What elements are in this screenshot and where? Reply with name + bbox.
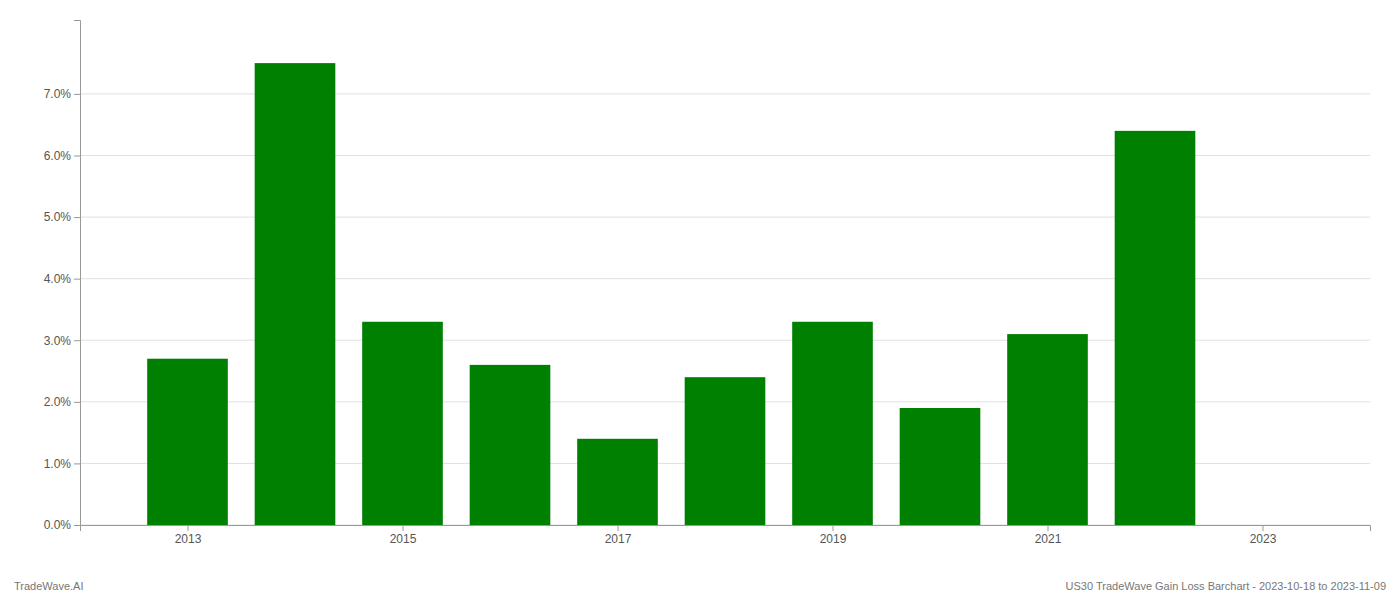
x-axis: 2013 2015 2017 2019 2021 2023 xyxy=(81,525,1371,546)
x-tick: 2021 xyxy=(1035,525,1062,546)
bar xyxy=(685,377,766,525)
y-tick: 3.0% xyxy=(44,334,80,348)
footer-text: TradeWave.AI xyxy=(14,580,84,592)
plot: 2013 2015 2017 2019 2021 2023 0.0% 1.0% 2.0% 3.0%… xyxy=(44,21,1371,546)
x-tick-mark xyxy=(833,525,834,531)
y-tick-mark xyxy=(74,525,80,526)
x-tick-label: 2015 xyxy=(390,532,417,546)
x-tick: 2015 xyxy=(390,525,417,546)
x-tick-label: 2021 xyxy=(1035,532,1062,546)
footer-text: US30 TradeWave Gain Loss Barchart - 2023… xyxy=(1066,580,1386,592)
y-tick-label: 2.0% xyxy=(44,395,72,409)
bar xyxy=(1007,334,1088,525)
x-tick-mark xyxy=(188,525,189,531)
y-tick-label: 0.0% xyxy=(44,518,72,532)
y-axis-line xyxy=(74,21,81,526)
y-tick: 0.0% xyxy=(44,518,80,532)
x-axis-line xyxy=(81,526,1371,532)
y-tick-label: 7.0% xyxy=(44,87,72,101)
bars xyxy=(147,63,1195,525)
x-tick: 2019 xyxy=(820,525,847,546)
x-tick-mark xyxy=(1263,525,1264,531)
x-tick-label: 2019 xyxy=(820,532,847,546)
y-tick-mark xyxy=(74,94,80,95)
x-tick: 2017 xyxy=(605,525,632,546)
x-tick-mark xyxy=(1048,525,1049,531)
x-tick: 2013 xyxy=(175,525,202,546)
x-tick-label: 2013 xyxy=(175,532,202,546)
y-axis: 0.0% 1.0% 2.0% 3.0% 4.0% 5.0% 6.0% 7.0% xyxy=(44,21,81,533)
bar xyxy=(147,359,228,525)
bar xyxy=(577,439,658,525)
bar xyxy=(470,365,551,525)
x-tick-mark xyxy=(403,525,404,531)
bar xyxy=(255,63,336,525)
y-tick-mark xyxy=(74,463,80,464)
y-tick: 2.0% xyxy=(44,395,80,409)
y-tick: 7.0% xyxy=(44,87,80,101)
x-tick-mark xyxy=(618,525,619,531)
y-tick-label: 1.0% xyxy=(44,457,72,471)
y-tick-label: 5.0% xyxy=(44,210,72,224)
y-tick-label: 3.0% xyxy=(44,334,72,348)
y-tick: 6.0% xyxy=(44,149,80,163)
y-tick-mark xyxy=(74,340,80,341)
bar xyxy=(362,322,443,525)
x-tick: 2023 xyxy=(1250,525,1277,546)
bar xyxy=(1115,131,1196,525)
x-tick-label: 2017 xyxy=(605,532,632,546)
chart: 2013 2015 2017 2019 2021 2023 0.0% 1.0% 2.0% 3.0%… xyxy=(0,0,1400,600)
y-tick-mark xyxy=(74,217,80,218)
y-tick-mark xyxy=(74,279,80,280)
y-tick: 4.0% xyxy=(44,272,80,286)
bar xyxy=(792,322,873,525)
y-tick: 5.0% xyxy=(44,210,80,224)
bar xyxy=(900,408,981,525)
x-tick-label: 2023 xyxy=(1250,532,1277,546)
y-tick: 1.0% xyxy=(44,457,80,471)
y-tick-mark xyxy=(74,402,80,403)
y-tick-label: 4.0% xyxy=(44,272,72,286)
y-tick-mark xyxy=(74,155,80,156)
y-tick-label: 6.0% xyxy=(44,149,72,163)
